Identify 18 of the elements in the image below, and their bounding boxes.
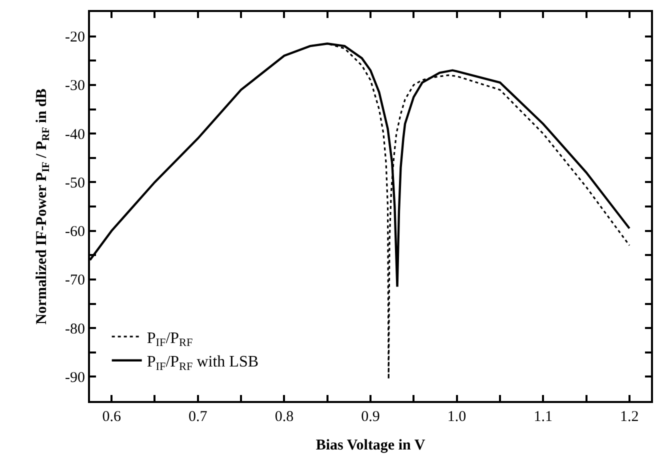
x-tick-label: 0.8 bbox=[274, 409, 294, 425]
y-tick-label: -60 bbox=[65, 224, 85, 240]
x-tick-label: 0.6 bbox=[102, 409, 122, 425]
y-tick-label: -40 bbox=[65, 126, 85, 143]
y-tick-label: -90 bbox=[65, 370, 85, 386]
y-tick-label: -50 bbox=[65, 175, 85, 192]
x-tick-label: 1.2 bbox=[620, 409, 639, 425]
y-tick-label: -20 bbox=[65, 30, 85, 46]
y-tick-label: -80 bbox=[65, 321, 85, 338]
x-tick-label: 0.9 bbox=[361, 409, 380, 425]
y-tick-label: -70 bbox=[65, 272, 85, 289]
x-tick-label: 1.0 bbox=[447, 409, 466, 425]
x-tick-label: 1.1 bbox=[534, 409, 552, 425]
legend-label: P$_{IF}$/P$_{RF}$ with LSB bbox=[146, 354, 259, 373]
x-tick-label: 0.7 bbox=[188, 409, 208, 425]
x-axis-title: Bias Voltage in V bbox=[316, 438, 426, 454]
y-tick-label: -30 bbox=[65, 78, 85, 94]
legend-label: P$_{IF}$/P$_{RF}$ bbox=[146, 330, 193, 350]
